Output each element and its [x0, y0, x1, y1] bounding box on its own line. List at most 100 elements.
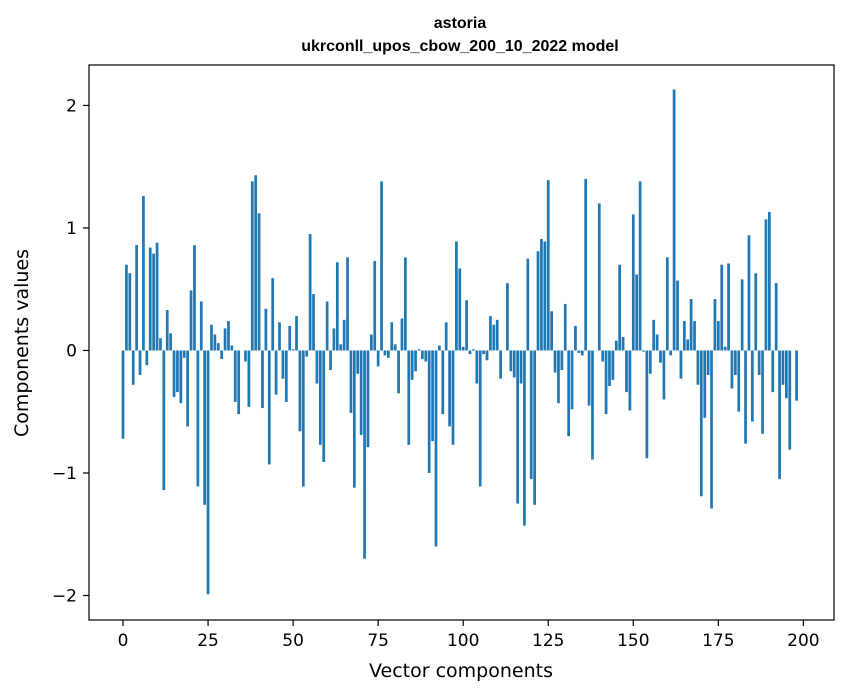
bar	[733, 350, 737, 375]
bar	[489, 316, 492, 351]
x-axis: 0 25 50 75 100 125 150 175 200	[118, 620, 820, 651]
bar	[506, 283, 509, 351]
bar	[451, 350, 455, 445]
bar	[461, 346, 465, 351]
bar	[342, 319, 346, 351]
x-tick-label: 0	[118, 631, 129, 651]
bar	[744, 350, 747, 444]
bar	[570, 350, 574, 410]
bar	[329, 350, 332, 371]
bar	[448, 350, 451, 427]
bar	[604, 350, 608, 415]
bar	[662, 350, 666, 400]
bar	[335, 262, 339, 351]
bar	[298, 350, 302, 432]
bar	[291, 349, 295, 351]
bar	[642, 350, 645, 352]
bar	[193, 245, 196, 351]
x-tick-label: 100	[447, 631, 479, 651]
bar	[176, 350, 179, 393]
bar	[421, 350, 424, 360]
bar	[206, 350, 210, 595]
bar	[536, 251, 540, 351]
x-axis-label: Vector components	[369, 660, 553, 682]
bar	[458, 268, 462, 351]
bar	[369, 334, 373, 351]
x-tick-label: 75	[367, 631, 389, 651]
bar	[499, 350, 502, 379]
bar	[512, 350, 516, 378]
bar	[186, 350, 190, 427]
bar	[710, 350, 713, 509]
bar	[247, 350, 251, 407]
bar	[138, 350, 142, 375]
bar	[346, 257, 349, 351]
bar	[135, 245, 138, 351]
bar	[438, 345, 441, 351]
bar	[387, 350, 390, 358]
bar	[407, 350, 411, 445]
bar	[142, 196, 145, 351]
bar	[162, 350, 166, 491]
bar	[523, 350, 526, 526]
bar	[540, 238, 543, 351]
bar	[189, 290, 193, 351]
bar	[288, 325, 292, 351]
bar	[169, 333, 172, 351]
y-tick-label: 1	[66, 219, 77, 239]
bar	[774, 283, 778, 351]
bar	[393, 344, 397, 351]
x-tick-label: 25	[197, 631, 219, 651]
bar	[543, 241, 547, 351]
bar	[332, 328, 336, 351]
bar	[475, 350, 479, 384]
bar	[591, 350, 594, 460]
bar	[352, 350, 356, 488]
bar	[356, 350, 360, 374]
x-tick-label: 50	[282, 631, 304, 651]
bar	[455, 241, 458, 351]
bar	[618, 264, 622, 351]
bar	[281, 350, 285, 379]
bar	[788, 350, 792, 450]
bar	[410, 350, 414, 380]
bar	[672, 89, 676, 351]
y-axis: −2 −1 0 1 2	[52, 96, 89, 606]
bar	[693, 321, 696, 351]
bar	[359, 350, 363, 435]
bar	[220, 350, 224, 360]
bar	[713, 299, 717, 351]
bar	[740, 279, 744, 351]
bar	[546, 180, 550, 351]
bar	[679, 350, 683, 379]
bar	[179, 350, 183, 404]
bar	[689, 299, 693, 351]
y-tick-label: 2	[66, 96, 77, 116]
bar	[665, 257, 669, 351]
bar	[223, 328, 227, 351]
bar	[516, 350, 519, 504]
bar	[519, 350, 523, 384]
bar	[526, 258, 530, 351]
bar	[172, 350, 176, 398]
bar	[648, 350, 652, 374]
bar	[706, 350, 710, 375]
bar	[557, 350, 560, 404]
bar	[230, 345, 234, 351]
bar	[465, 300, 468, 351]
bar	[529, 350, 533, 480]
bar	[227, 321, 230, 351]
bar	[509, 350, 513, 372]
bar	[376, 350, 380, 367]
bar	[669, 350, 673, 356]
bar	[635, 274, 639, 351]
bar	[720, 264, 724, 351]
x-tick-label: 150	[617, 631, 649, 651]
bar	[390, 322, 394, 351]
bar	[785, 350, 788, 399]
bar	[182, 350, 186, 358]
bar	[417, 349, 421, 351]
bar	[577, 350, 581, 353]
bar	[495, 319, 499, 351]
